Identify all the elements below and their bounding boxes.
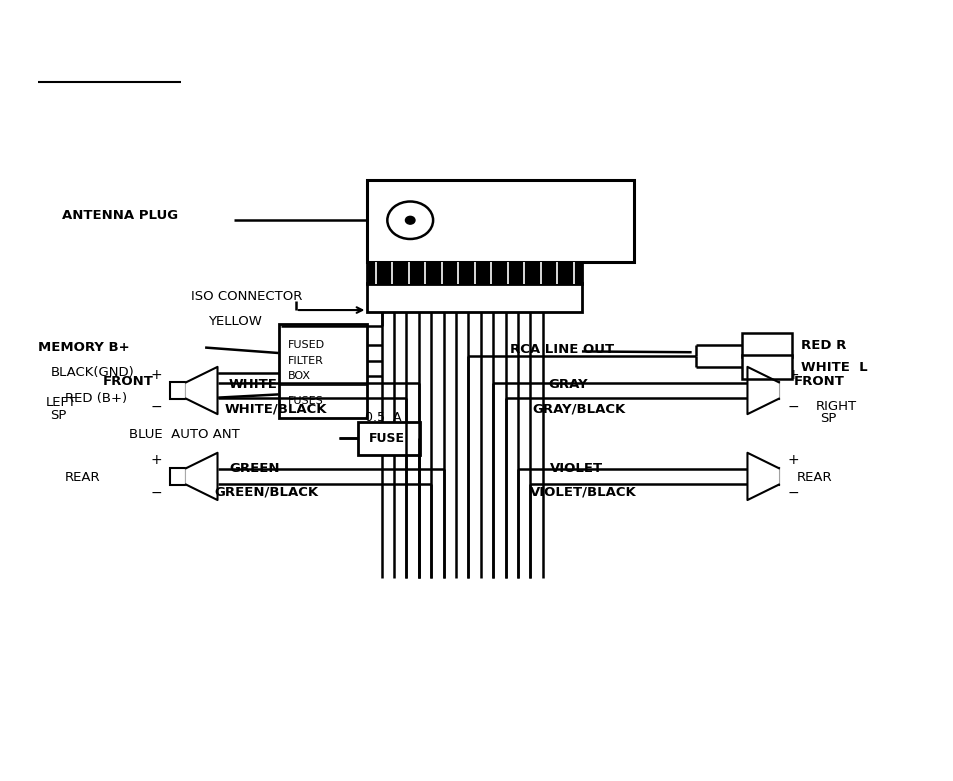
Bar <box>741 355 791 379</box>
Text: FILTER: FILTER <box>288 356 324 366</box>
Text: RIGHT: RIGHT <box>815 400 856 412</box>
Text: FRONT: FRONT <box>793 375 843 387</box>
Text: +: + <box>150 368 162 382</box>
Bar <box>367 283 581 312</box>
Bar <box>367 180 634 262</box>
Text: +: + <box>150 454 162 468</box>
Circle shape <box>405 216 415 224</box>
Text: LEFT: LEFT <box>46 397 76 409</box>
Text: MEMORY B+: MEMORY B+ <box>38 341 130 354</box>
Bar <box>170 469 186 484</box>
Text: RCA LINE OUT: RCA LINE OUT <box>510 343 614 355</box>
Text: BLUE  AUTO ANT: BLUE AUTO ANT <box>129 428 239 440</box>
Text: +: + <box>786 454 799 468</box>
Text: BOX: BOX <box>288 372 311 381</box>
Polygon shape <box>747 453 778 500</box>
Bar <box>367 262 581 284</box>
Text: FUSE: FUSE <box>369 432 405 444</box>
Text: GREEN: GREEN <box>229 462 279 475</box>
Text: GREEN/BLACK: GREEN/BLACK <box>214 486 318 498</box>
Bar <box>278 324 367 418</box>
Text: WHITE/BLACK: WHITE/BLACK <box>224 403 326 415</box>
Text: −: − <box>150 485 162 499</box>
Text: ISO CONNECTOR: ISO CONNECTOR <box>191 291 302 303</box>
Text: RED R: RED R <box>801 339 846 351</box>
Text: −: − <box>786 399 799 413</box>
Text: SP: SP <box>820 412 836 425</box>
Text: GRAY/BLACK: GRAY/BLACK <box>532 403 625 415</box>
Text: FUSES: FUSES <box>288 396 323 405</box>
Text: FUSED: FUSED <box>288 341 325 350</box>
Bar <box>170 383 186 398</box>
Text: REAR: REAR <box>65 472 100 484</box>
Text: VIOLET: VIOLET <box>549 462 602 475</box>
Polygon shape <box>186 453 217 500</box>
Circle shape <box>387 201 433 239</box>
Text: YELLOW: YELLOW <box>208 316 261 328</box>
Polygon shape <box>186 367 217 414</box>
Text: WHITE  L: WHITE L <box>801 361 867 373</box>
Text: WHITE: WHITE <box>229 378 277 390</box>
Text: BLACK(GND): BLACK(GND) <box>51 366 134 379</box>
Text: ANTENNA PLUG: ANTENNA PLUG <box>62 209 178 222</box>
Bar <box>762 469 778 484</box>
Text: FRONT: FRONT <box>103 375 153 387</box>
Polygon shape <box>747 367 778 414</box>
Text: 0.5  A: 0.5 A <box>365 412 401 424</box>
Text: REAR: REAR <box>796 472 831 484</box>
Text: SP: SP <box>51 409 67 422</box>
Bar <box>357 422 419 455</box>
Text: +: + <box>786 368 799 382</box>
Text: VIOLET/BLACK: VIOLET/BLACK <box>529 486 636 498</box>
Text: −: − <box>150 399 162 413</box>
Text: GRAY: GRAY <box>548 378 588 390</box>
Bar <box>741 333 791 357</box>
Bar <box>762 383 778 398</box>
Text: −: − <box>786 485 799 499</box>
Text: RED (B+): RED (B+) <box>65 392 127 405</box>
